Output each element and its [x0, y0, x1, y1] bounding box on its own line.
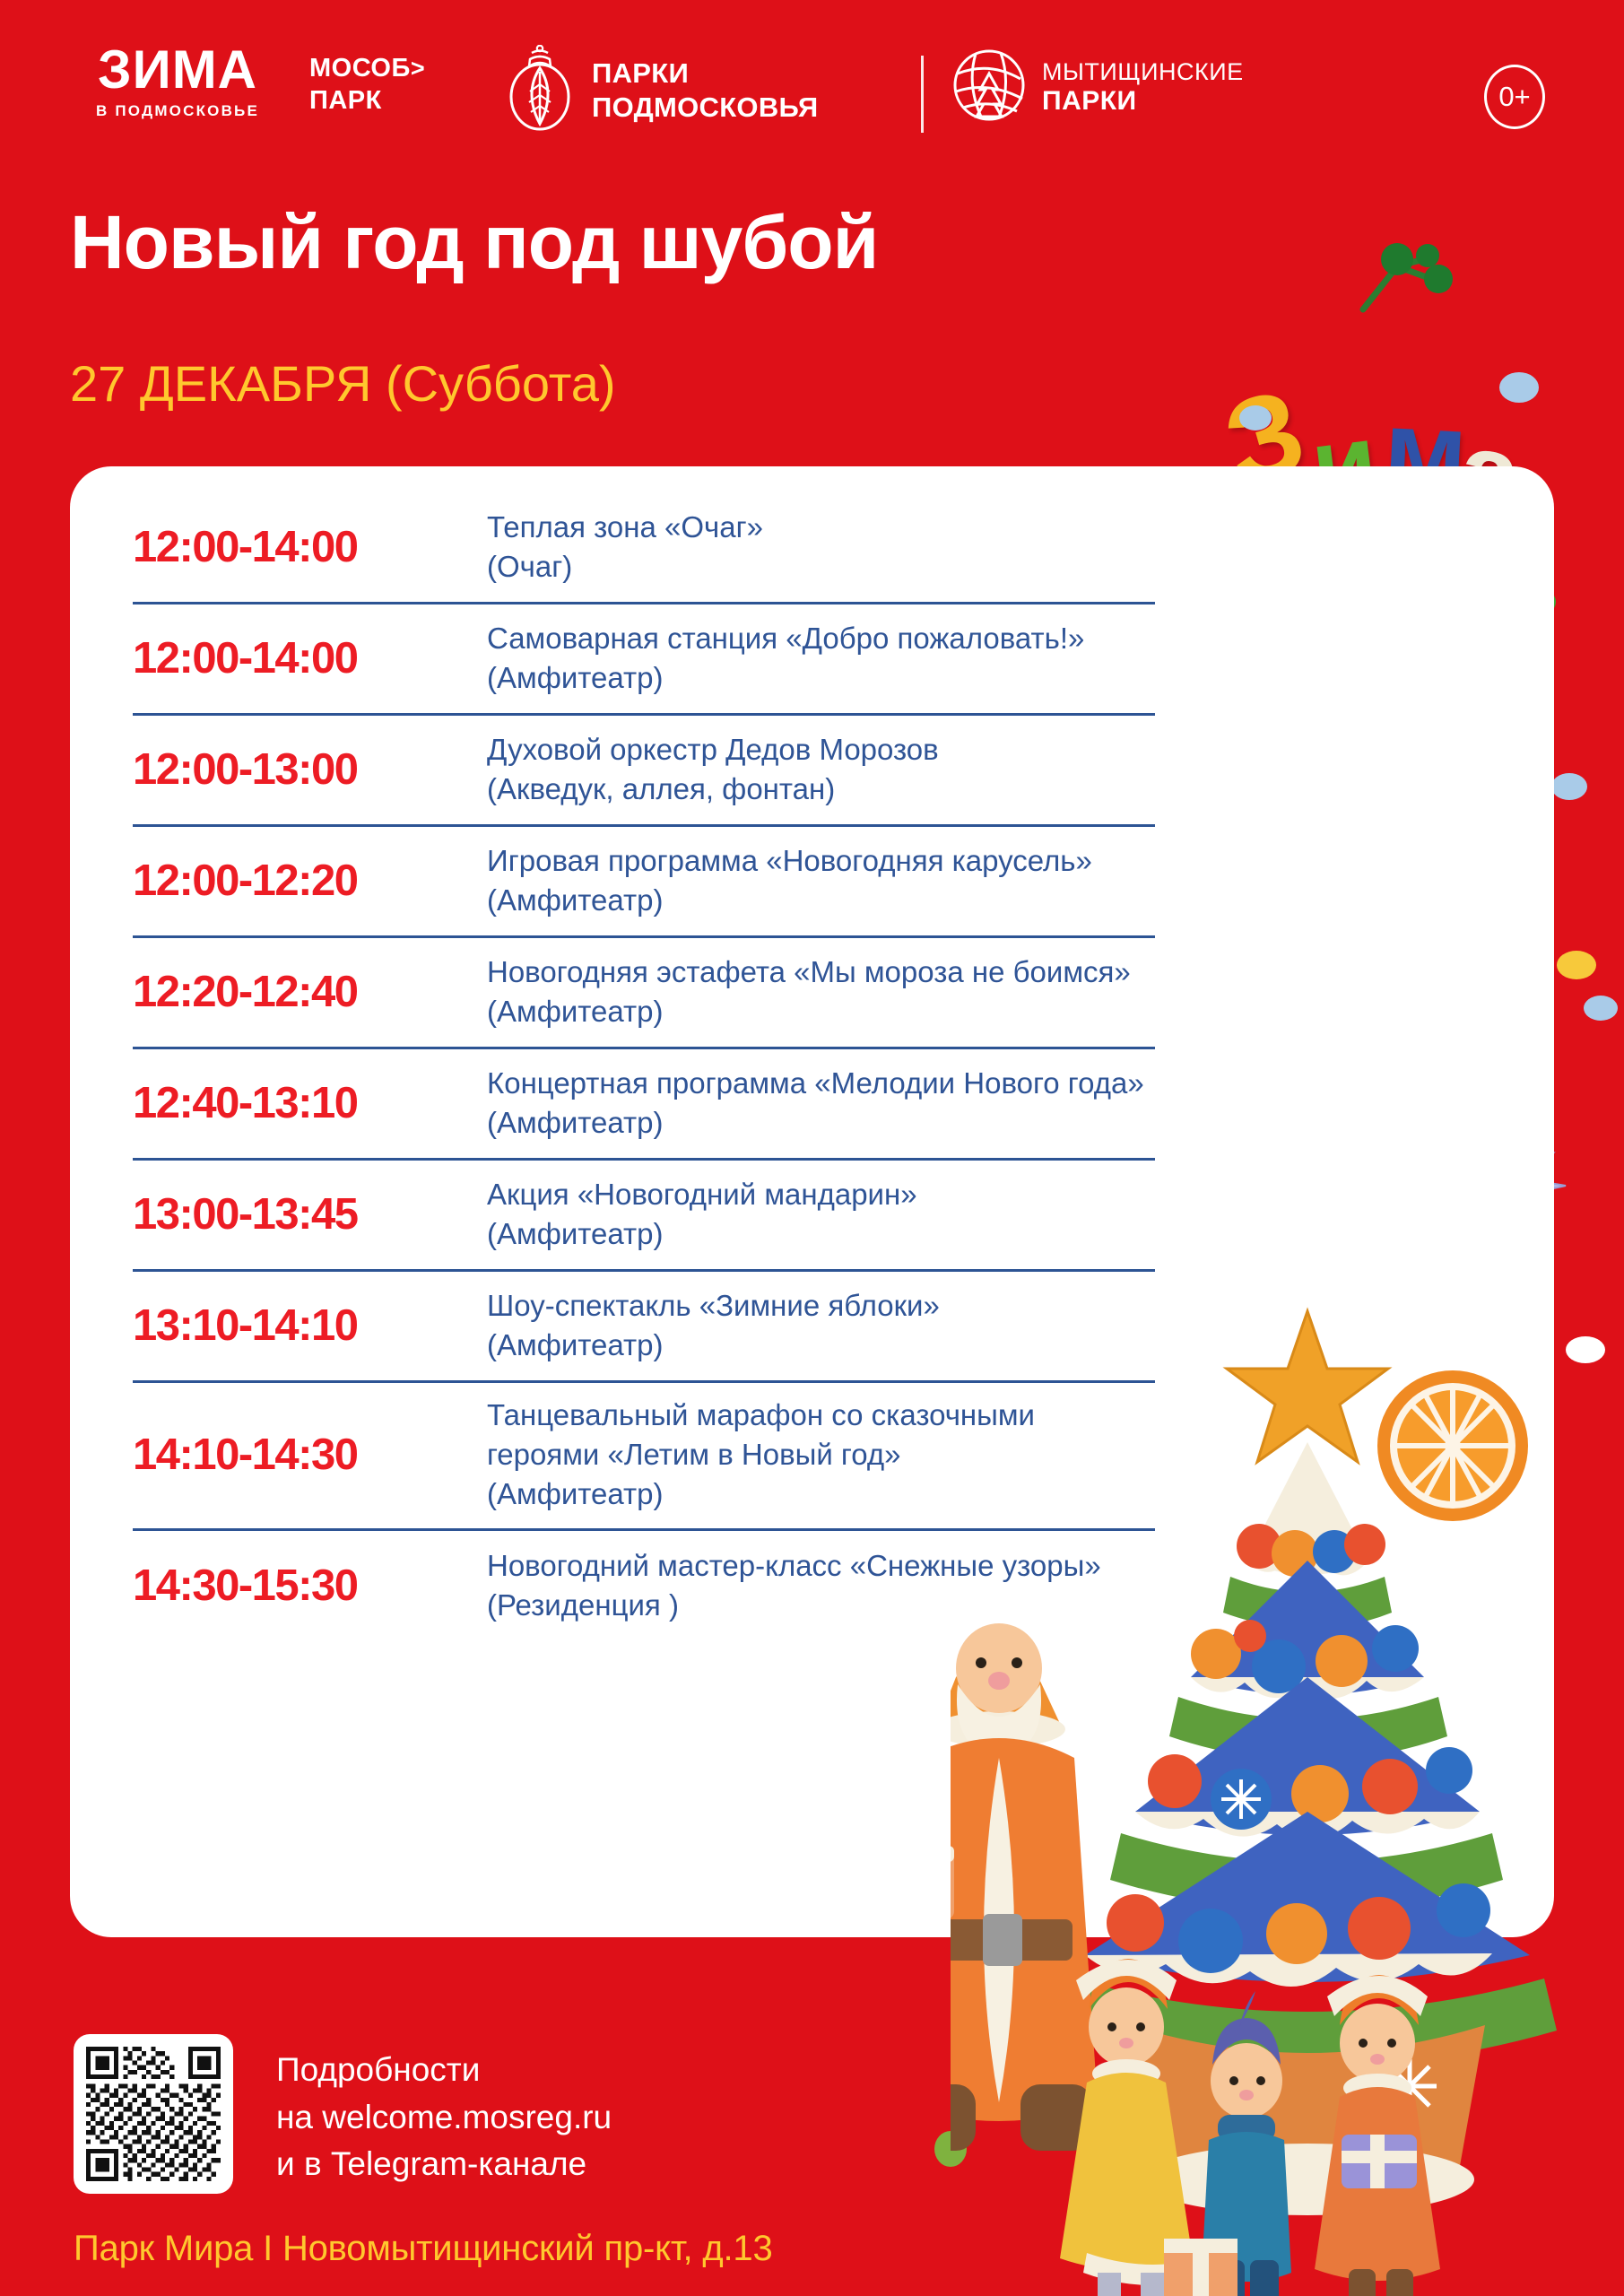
child-illustration — [1060, 1959, 1223, 2296]
schedule-venue: (Амфитеатр) — [487, 994, 664, 1028]
table-row: 12:00-14:00 Самоварная станция «Добро по… — [133, 604, 1155, 716]
logo-mosoblpark: МОСОБ> ПАРК — [309, 52, 425, 117]
qr-code-icon[interactable] — [74, 2034, 233, 2194]
logo-myt-line1: МЫТИЩИНСКИЕ — [1042, 58, 1244, 85]
table-row: 14:10-14:30 Танцевальный марафон со сказ… — [133, 1383, 1155, 1531]
schedule-time: 12:00-13:00 — [133, 744, 359, 794]
schedule-event: Новогодняя эстафета «Мы мороза не боимся… — [487, 954, 1131, 988]
logo-parki-line2: ПОДМОСКОВЬЯ — [592, 91, 819, 123]
schedule-event: Духовой оркестр Дедов Морозов — [487, 732, 939, 766]
schedule-time: 14:30-15:30 — [133, 1561, 359, 1610]
table-row: 12:40-13:10 Концертная программа «Мелоди… — [133, 1049, 1155, 1161]
confetti-dot — [1499, 372, 1539, 403]
child-illustration — [1202, 1991, 1291, 2296]
logo-mytishchinskie-parki: МЫТИЩИНСКИЕ ПАРКИ — [951, 47, 1244, 128]
schedule-event: Шоу-спектакль «Зимние яблоки» — [487, 1288, 940, 1322]
confetti-dot — [1557, 951, 1596, 979]
confetti-dot — [934, 2131, 967, 2167]
schedule-info: Духовой оркестр Дедов Морозов (Акведук, … — [487, 730, 1155, 809]
table-row: 12:00-12:20 Игровая программа «Новогодня… — [133, 827, 1155, 938]
gift-box-icon — [1164, 2239, 1238, 2296]
page-title: Новый год под шубой — [70, 200, 879, 284]
gift-box-icon — [1342, 2135, 1417, 2188]
logo-mosobl-line2: ПАРК — [309, 86, 382, 116]
schedule-event: Новогодний мастер-класс «Снежные узоры» — [487, 1548, 1101, 1582]
logo-myt-line2: ПАРКИ — [1042, 86, 1137, 116]
schedule-info: Теплая зона «Очаг» (Очаг) — [487, 508, 1155, 587]
arrow-right-icon: > — [410, 55, 426, 82]
schedule-time: 12:20-12:40 — [133, 967, 359, 1016]
details-text: Подробности на welcome.mosreg.ru и в Tel… — [276, 2051, 612, 2183]
schedule-venue: (Акведук, аллея, фонтан) — [487, 771, 836, 805]
table-row: 14:30-15:30 Новогодний мастер-класс «Сне… — [133, 1531, 1155, 1642]
schedule-info: Новогодняя эстафета «Мы мороза не боимся… — [487, 952, 1155, 1031]
schedule-venue: (Амфитеатр) — [487, 660, 664, 694]
schedule-event: Концертная программа «Мелодии Нового год… — [487, 1065, 1144, 1100]
schedule-time: 12:00-14:00 — [133, 522, 359, 571]
logo-mytishchi-text: МЫТИЩИНСКИЕ ПАРКИ — [1042, 58, 1244, 117]
schedule-event: Танцевальный марафон со сказочными героя… — [487, 1398, 1035, 1471]
logo-mosobl-line1: МОСОБ> — [309, 54, 426, 83]
logo-zima-v-podmoskovye: ЗИМА В ПОДМОСКОВЬЕ — [70, 43, 285, 120]
confetti-dot — [1239, 405, 1272, 430]
confetti-dot — [1453, 2014, 1490, 2041]
table-row: 12:00-13:00 Духовой оркестр Дедов Морозо… — [133, 716, 1155, 827]
schedule-info: Игровая программа «Новогодняя карусель» … — [487, 841, 1155, 920]
logo-bar: ЗИМА В ПОДМОСКОВЬЕ МОСОБ> ПАРК — [0, 36, 1624, 135]
schedule-time: 13:00-13:45 — [133, 1189, 359, 1239]
schedule-venue: (Очаг) — [487, 549, 573, 583]
schedule-event: Самоварная станция «Добро пожаловать!» — [487, 621, 1085, 655]
logo-zima-subtitle: В ПОДМОСКОВЬЕ — [95, 102, 260, 119]
logo-parki-podmoskovya: ПАРКИ ПОДМОСКОВЬЯ — [502, 44, 819, 135]
schedule-event: Игровая программа «Новогодняя карусель» — [487, 843, 1092, 877]
schedule-info: Самоварная станция «Добро пожаловать!» (… — [487, 619, 1155, 698]
confetti-dot — [973, 1964, 1003, 1991]
child-illustration — [1315, 1975, 1440, 2296]
schedule-venue: (Амфитеатр) — [487, 883, 664, 917]
schedule-info: Танцевальный марафон со сказочными героя… — [487, 1396, 1155, 1514]
logo-parki-text: ПАРКИ ПОДМОСКОВЬЯ — [592, 57, 819, 123]
age-rating-badge: 0+ — [1484, 65, 1545, 129]
confetti-dot — [1551, 773, 1587, 800]
schedule-info: Акция «Новогодний мандарин» (Амфитеатр) — [487, 1175, 1155, 1254]
schedule-venue: (Амфитеатр) — [487, 1105, 664, 1139]
schedule-venue: (Амфитеатр) — [487, 1476, 664, 1510]
schedule-time: 12:00-14:00 — [133, 633, 359, 683]
venue-address: Парк Мира I Новомытищинский пр-кт, д.13 — [74, 2229, 773, 2268]
event-date: 27 ДЕКАБРЯ (Суббота) — [70, 355, 616, 412]
confetti-dot — [1566, 1336, 1605, 1363]
schedule-time: 12:00-12:20 — [133, 856, 359, 905]
logo-parki-line1: ПАРКИ — [592, 57, 690, 90]
leaf-emblem-icon — [502, 44, 578, 135]
logo-zima-word: ЗИМА — [97, 39, 258, 100]
table-row: 12:00-14:00 Теплая зона «Очаг» (Очаг) — [133, 493, 1155, 604]
logo-divider — [921, 56, 924, 133]
schedule-info: Концертная программа «Мелодии Нового год… — [487, 1064, 1155, 1143]
schedule-venue: (Амфитеатр) — [487, 1216, 664, 1250]
schedule-time: 13:10-14:10 — [133, 1300, 359, 1350]
schedule-time: 14:10-14:30 — [133, 1430, 359, 1479]
schedule-event: Теплая зона «Очаг» — [487, 509, 763, 544]
table-row: 12:20-12:40 Новогодняя эстафета «Мы моро… — [133, 938, 1155, 1049]
confetti-dot — [1584, 996, 1618, 1021]
schedule-event: Акция «Новогодний мандарин» — [487, 1177, 917, 1211]
schedule-list: 12:00-14:00 Теплая зона «Очаг» (Очаг) 12… — [133, 493, 1155, 1642]
globe-tree-emblem-icon — [951, 47, 1028, 128]
berry-branch-icon — [1354, 220, 1462, 318]
schedule-venue: (Резиденция ) — [487, 1587, 679, 1622]
schedule-card: 12:00-14:00 Теплая зона «Очаг» (Очаг) 12… — [70, 466, 1554, 1937]
snowflake-ornament-icon — [1383, 2059, 1437, 2113]
table-row: 13:10-14:10 Шоу-спектакль «Зимние яблоки… — [133, 1272, 1155, 1383]
schedule-info: Новогодний мастер-класс «Снежные узоры» … — [487, 1546, 1155, 1625]
schedule-venue: (Амфитеатр) — [487, 1327, 664, 1361]
schedule-time: 12:40-13:10 — [133, 1078, 359, 1127]
table-row: 13:00-13:45 Акция «Новогодний мандарин» … — [133, 1161, 1155, 1272]
schedule-info: Шоу-спектакль «Зимние яблоки» (Амфитеатр… — [487, 1286, 1155, 1365]
